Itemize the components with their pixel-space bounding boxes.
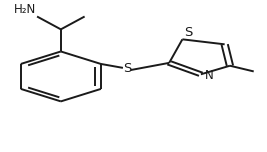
Text: S: S	[184, 26, 192, 39]
Text: H₂N: H₂N	[14, 3, 36, 16]
Text: S: S	[123, 62, 131, 75]
Text: N: N	[205, 69, 214, 81]
